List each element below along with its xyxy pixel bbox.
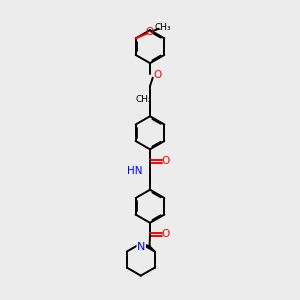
Text: CH₂: CH₂ — [135, 95, 152, 104]
Text: CH₃: CH₃ — [154, 23, 171, 32]
Text: O: O — [145, 27, 153, 37]
Text: O: O — [153, 70, 162, 80]
Text: N: N — [137, 242, 146, 252]
Text: O: O — [161, 156, 170, 166]
Text: O: O — [161, 229, 170, 239]
Text: HN: HN — [127, 167, 142, 176]
